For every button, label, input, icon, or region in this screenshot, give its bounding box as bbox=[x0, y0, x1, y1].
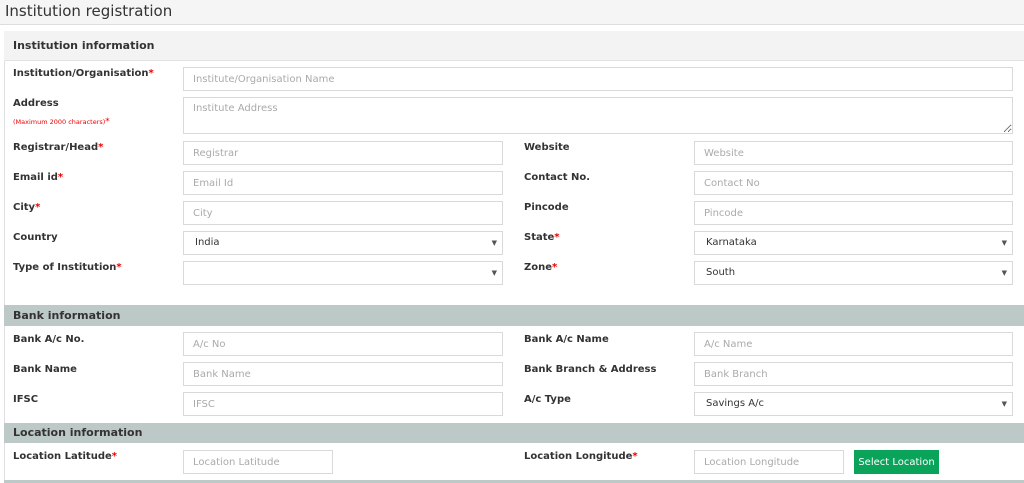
chevron-down-icon: ▼ bbox=[1001, 400, 1007, 408]
actype-label: A/c Type bbox=[524, 394, 571, 405]
website-label: Website bbox=[524, 142, 570, 153]
pincode-label: Pincode bbox=[524, 202, 569, 213]
website-input[interactable] bbox=[694, 141, 1013, 165]
bankname-input[interactable] bbox=[183, 362, 503, 386]
section-institution-information: Institution information bbox=[4, 31, 1024, 61]
ifsc-input[interactable] bbox=[183, 392, 503, 416]
address-textarea[interactable] bbox=[183, 97, 1013, 134]
state-select[interactable]: Karnataka ▼ bbox=[694, 231, 1013, 255]
actype-select[interactable]: Savings A/c ▼ bbox=[694, 392, 1013, 416]
chevron-down-icon: ▼ bbox=[1001, 269, 1007, 277]
contact-label: Contact No. bbox=[524, 172, 591, 183]
registrar-input[interactable] bbox=[183, 141, 503, 165]
type-select[interactable]: ▼ bbox=[183, 261, 503, 285]
address-label: Address bbox=[13, 98, 59, 109]
email-label: Email id* bbox=[13, 172, 64, 183]
zone-select[interactable]: South ▼ bbox=[694, 261, 1013, 285]
institution-input[interactable] bbox=[183, 67, 1013, 91]
longitude-label: Location Longitude* bbox=[524, 451, 638, 462]
bankname-label: Bank Name bbox=[13, 364, 77, 375]
latitude-input[interactable] bbox=[183, 450, 333, 474]
section-bank-information: Bank information bbox=[4, 305, 1024, 326]
page-title: Institution registration bbox=[5, 2, 173, 20]
city-label: City* bbox=[13, 202, 41, 213]
country-label: Country bbox=[13, 232, 58, 243]
latitude-label: Location Latitude* bbox=[13, 451, 117, 462]
city-input[interactable] bbox=[183, 201, 503, 225]
section-location-information: Location information bbox=[4, 423, 1024, 443]
ifsc-label: IFSC bbox=[13, 394, 39, 405]
chevron-down-icon: ▼ bbox=[1001, 239, 1007, 247]
contact-input[interactable] bbox=[694, 171, 1013, 195]
registrar-label: Registrar/Head* bbox=[13, 142, 104, 153]
address-note: (Maximum 2000 characters)* bbox=[13, 117, 110, 127]
pincode-input[interactable] bbox=[694, 201, 1013, 225]
chevron-down-icon: ▼ bbox=[491, 269, 497, 277]
country-select[interactable]: India ▼ bbox=[183, 231, 503, 255]
section-divider bbox=[4, 480, 1024, 483]
branch-input[interactable] bbox=[694, 362, 1013, 386]
longitude-input[interactable] bbox=[694, 450, 844, 474]
zone-label: Zone* bbox=[524, 262, 558, 273]
acno-input[interactable] bbox=[183, 332, 503, 356]
branch-label: Bank Branch & Address bbox=[524, 364, 657, 375]
chevron-down-icon: ▼ bbox=[491, 239, 497, 247]
acname-input[interactable] bbox=[694, 332, 1013, 356]
institution-label: Institution/Organisation* bbox=[13, 68, 154, 79]
acname-label: Bank A/c Name bbox=[524, 334, 609, 345]
title-bar: Institution registration bbox=[0, 0, 1024, 25]
select-location-button[interactable]: Select Location bbox=[854, 450, 939, 474]
state-label: State* bbox=[524, 232, 560, 243]
type-label: Type of Institution* bbox=[13, 262, 122, 273]
email-input[interactable] bbox=[183, 171, 503, 195]
acno-label: Bank A/c No. bbox=[13, 334, 85, 345]
